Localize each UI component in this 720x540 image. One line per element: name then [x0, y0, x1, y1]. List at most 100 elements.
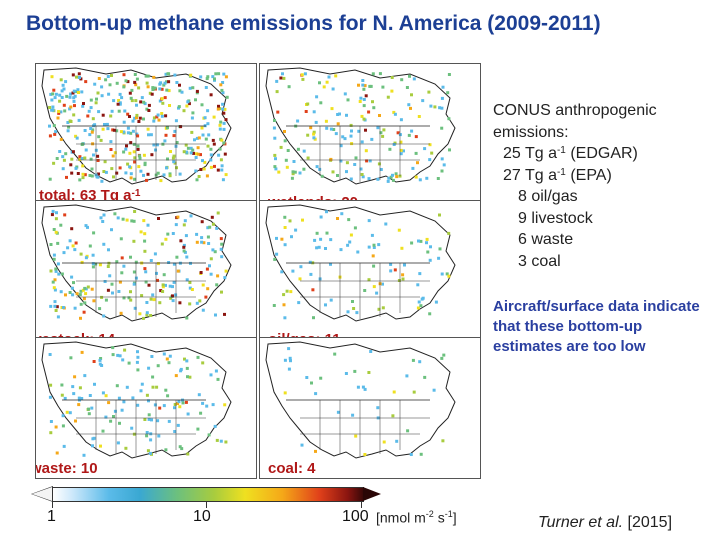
- emission-cell: [200, 236, 204, 240]
- emission-cell: [398, 174, 402, 178]
- emission-cell: [372, 264, 376, 268]
- emission-cell: [61, 306, 65, 309]
- emission-cell: [223, 312, 226, 316]
- emission-cell: [168, 172, 172, 176]
- emission-cell: [70, 171, 74, 175]
- emission-cell: [53, 300, 57, 304]
- emission-cell: [89, 127, 93, 130]
- emission-cell: [92, 360, 96, 363]
- emission-cell: [140, 382, 144, 386]
- emission-cell: [372, 106, 376, 110]
- emission-cell: [376, 406, 380, 410]
- emission-cell: [77, 118, 81, 122]
- emission-cell: [367, 245, 371, 249]
- emission-cell: [363, 387, 367, 391]
- colorbar-tick-label: 10: [193, 508, 211, 525]
- emission-cell: [400, 246, 404, 250]
- emission-cell: [283, 226, 287, 229]
- emission-cell: [106, 75, 110, 78]
- emission-cell: [343, 92, 347, 96]
- emission-cell: [283, 243, 287, 247]
- emission-cell: [212, 142, 216, 146]
- emission-cell: [386, 95, 390, 99]
- emission-cell: [349, 123, 353, 127]
- emission-cell: [145, 313, 149, 317]
- emission-cell: [199, 153, 202, 157]
- emission-cell: [224, 440, 228, 444]
- emission-cell: [161, 101, 165, 105]
- emission-cell: [375, 291, 379, 295]
- note-line: that these bottom-up: [493, 318, 643, 335]
- emission-cell: [100, 94, 104, 98]
- emission-cell: [117, 109, 121, 113]
- emission-cell: [135, 113, 139, 117]
- emission-cell: [300, 443, 304, 447]
- emission-cell: [172, 160, 176, 164]
- emission-cell: [89, 106, 93, 110]
- emission-cell: [203, 116, 207, 120]
- emission-cell: [82, 310, 86, 314]
- emission-cell: [125, 144, 128, 148]
- emission-cell: [204, 86, 208, 89]
- emission-cell: [407, 103, 411, 107]
- emission-cell: [419, 304, 423, 308]
- emission-cell: [76, 172, 80, 175]
- emission-cell: [351, 413, 355, 417]
- emission-cell: [137, 86, 141, 90]
- emission-cell: [110, 109, 114, 113]
- colorbar-low-arrow: [32, 487, 52, 501]
- emission-cell: [329, 238, 333, 242]
- emission-cell: [438, 213, 441, 217]
- emission-cell: [145, 301, 149, 304]
- emission-cell: [288, 219, 292, 223]
- emission-cell: [124, 147, 128, 151]
- emission-cell: [143, 163, 147, 167]
- emission-cell: [93, 382, 96, 386]
- emission-cell: [161, 290, 165, 293]
- emission-cell: [358, 100, 362, 103]
- emission-cell: [202, 167, 206, 171]
- emission-cell: [176, 423, 180, 427]
- emission-cell: [363, 453, 367, 456]
- emission-cell: [48, 395, 52, 399]
- emission-cell: [145, 434, 149, 438]
- emission-cell: [168, 104, 171, 107]
- emission-cell: [48, 106, 52, 109]
- emission-cell: [149, 314, 153, 317]
- emission-cell: [173, 73, 177, 77]
- emission-cell: [101, 391, 105, 395]
- emission-cell: [79, 316, 82, 320]
- emission-cell: [329, 157, 333, 161]
- emission-cell: [147, 109, 151, 112]
- emission-cell: [282, 303, 286, 307]
- emission-cell: [364, 149, 368, 153]
- emission-cell: [447, 117, 451, 121]
- emission-cell: [96, 91, 100, 95]
- emission-cell: [191, 86, 195, 90]
- emission-cell: [149, 297, 153, 301]
- emission-cell: [70, 286, 74, 290]
- emission-cell: [88, 133, 92, 137]
- emission-cell: [395, 175, 399, 179]
- emission-cell: [447, 274, 451, 278]
- emission-cell: [205, 404, 209, 408]
- emission-cell: [156, 278, 159, 282]
- emission-cell: [165, 88, 169, 92]
- emission-cell: [179, 369, 183, 373]
- emission-cell: [162, 352, 166, 356]
- emission-cell: [372, 243, 376, 247]
- emission-cell: [71, 91, 75, 95]
- conus-item: 9 livestock: [518, 209, 593, 227]
- emission-cell: [155, 271, 158, 275]
- emission-cell: [184, 234, 188, 238]
- emission-cell: [77, 72, 81, 76]
- emission-cell: [417, 239, 420, 243]
- emission-cell: [429, 104, 433, 108]
- emission-cell: [52, 253, 56, 257]
- emission-cell: [75, 136, 79, 140]
- emission-cell: [172, 134, 176, 138]
- note-line: Aircraft/surface data indicate: [493, 298, 700, 315]
- emission-cell: [209, 257, 213, 261]
- emission-cell: [173, 129, 177, 133]
- emission-cell: [189, 146, 193, 150]
